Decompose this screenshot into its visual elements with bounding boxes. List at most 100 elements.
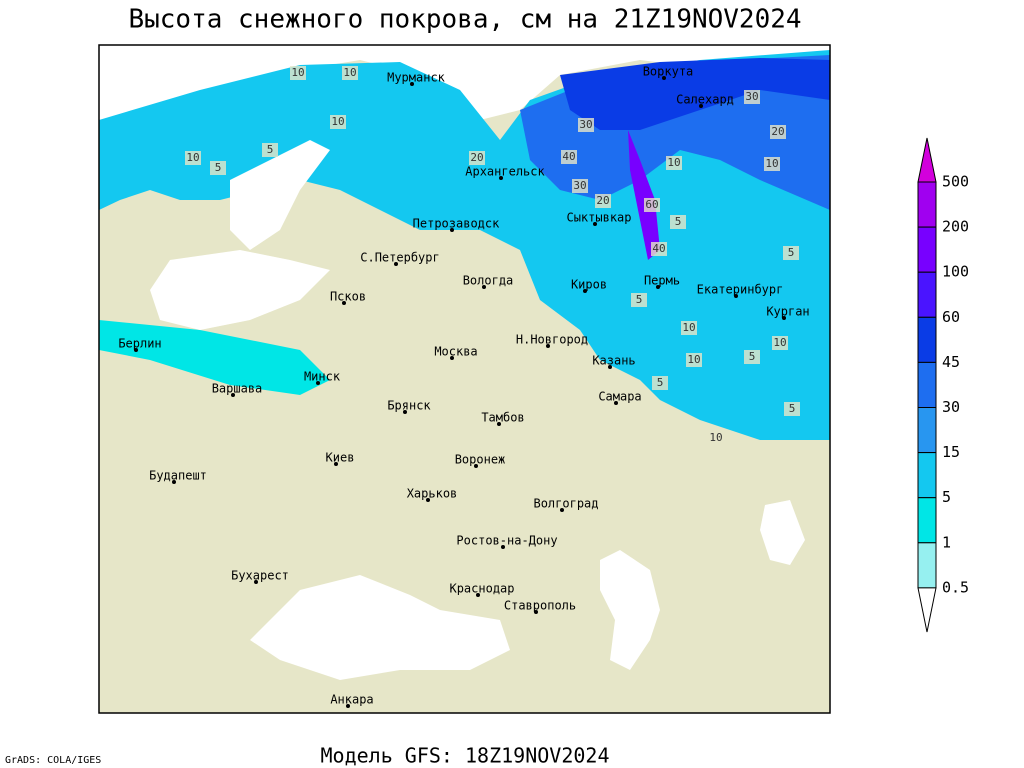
baltic-sea [150,250,330,330]
city-dot [474,464,478,468]
contour-label: 10 [765,157,778,170]
contour-label-bg [784,402,800,416]
contour-label: 10 [687,353,700,366]
city-label: Петрозаводск [413,217,500,231]
legend-label: 0.5 [942,578,969,596]
city-dot [534,610,538,614]
contour-label: 10 [343,66,356,79]
contour-label: 20 [470,151,483,164]
contour-label-bg [469,151,485,165]
aral-sea [760,500,805,565]
contour-label: 40 [562,150,575,163]
city-label: Варшава [212,382,263,396]
credit: GrADS: COLA/IGES [5,755,101,766]
city-label: Киев [326,451,355,465]
contour-label-bg [262,143,278,157]
contour-label-bg [681,321,697,335]
city-label: Сыктывкар [566,211,631,225]
snow-1 [99,320,330,395]
city-dot [334,462,338,466]
city-label: Харьков [407,487,458,501]
legend-swatch [917,271,937,318]
contour-label: 5 [788,246,795,259]
city-label: С.Петербург [360,251,439,265]
contour-label-bg [342,66,358,80]
city-label: Воронеж [455,453,506,467]
city-dot [497,422,501,426]
legend-label: 1 [942,533,951,551]
contour-label: 30 [579,118,592,131]
city-dot [499,176,503,180]
city-dot [426,498,430,502]
contour-label: 10 [186,151,199,164]
contour-label: 10 [667,156,680,169]
city-dot [476,593,480,597]
city-dot [656,285,660,289]
legend-cap-bottom [917,587,937,633]
city-dot [546,344,550,348]
contour-label: 10 [682,321,695,334]
black-sea [250,575,510,680]
contour-label-bg [210,161,226,175]
contour-label-bg [330,115,346,129]
contour-label-bg [578,118,594,132]
map-frame [98,44,831,714]
contour-label-bg [670,215,686,229]
contour-label: 30 [573,179,586,192]
contour-label-bg [783,246,799,260]
city-label: Ростов-на-Дону [456,534,557,548]
city-dot [699,104,703,108]
contour-label: 5 [675,215,682,228]
contour-label-bg [744,350,760,364]
city-dot [346,704,350,708]
city-dot [501,545,505,549]
city-dot [593,222,597,226]
city-label: Псков [330,290,366,304]
contour-label-bg [595,194,611,208]
city-label: Самара [598,390,641,404]
city-label: Киров [571,278,607,292]
legend-swatch [917,181,937,228]
contour-label: 60 [645,198,658,211]
title: Высота снежного покрова, см на 21Z19NOV2… [128,5,801,35]
city-label: Минск [304,370,341,384]
contour-label: 5 [267,143,274,156]
legend-swatch [917,316,937,363]
contour-label: 20 [771,125,784,138]
contour-label: 5 [657,376,664,389]
legend-label: 30 [942,398,960,416]
city-label: Пермь [644,274,680,288]
city-label: Вологда [463,274,514,288]
city-dot [614,401,618,405]
city-label: Мурманск [387,71,446,85]
contour-label-bg [708,431,724,445]
legend-swatch [917,452,937,499]
contour-label-bg [185,151,201,165]
legend-cap-top [917,137,937,183]
city-dot [134,348,138,352]
contour-label: 5 [215,161,222,174]
contour-label-bg [631,293,647,307]
contour-label-bg [651,242,667,256]
legend-label: 15 [942,443,960,461]
contour-label-bg [744,90,760,104]
contour-label-bg [290,66,306,80]
city-dot [231,393,235,397]
city-dot [734,294,738,298]
legend-label: 200 [942,218,969,236]
contour-label-bg [644,198,660,212]
city-dot [403,410,407,414]
city-label: Архангельск [465,165,545,179]
legend-label: 45 [942,353,960,371]
city-label: Москва [434,345,477,359]
contour-label: 30 [745,90,758,103]
contour-label-bg [561,150,577,164]
city-dot [662,76,666,80]
contour-label-bg [770,125,786,139]
legend-swatch [917,542,937,589]
city-dot [394,262,398,266]
contour-label: 40 [652,242,665,255]
city-dot [782,316,786,320]
contour-label: 10 [291,66,304,79]
